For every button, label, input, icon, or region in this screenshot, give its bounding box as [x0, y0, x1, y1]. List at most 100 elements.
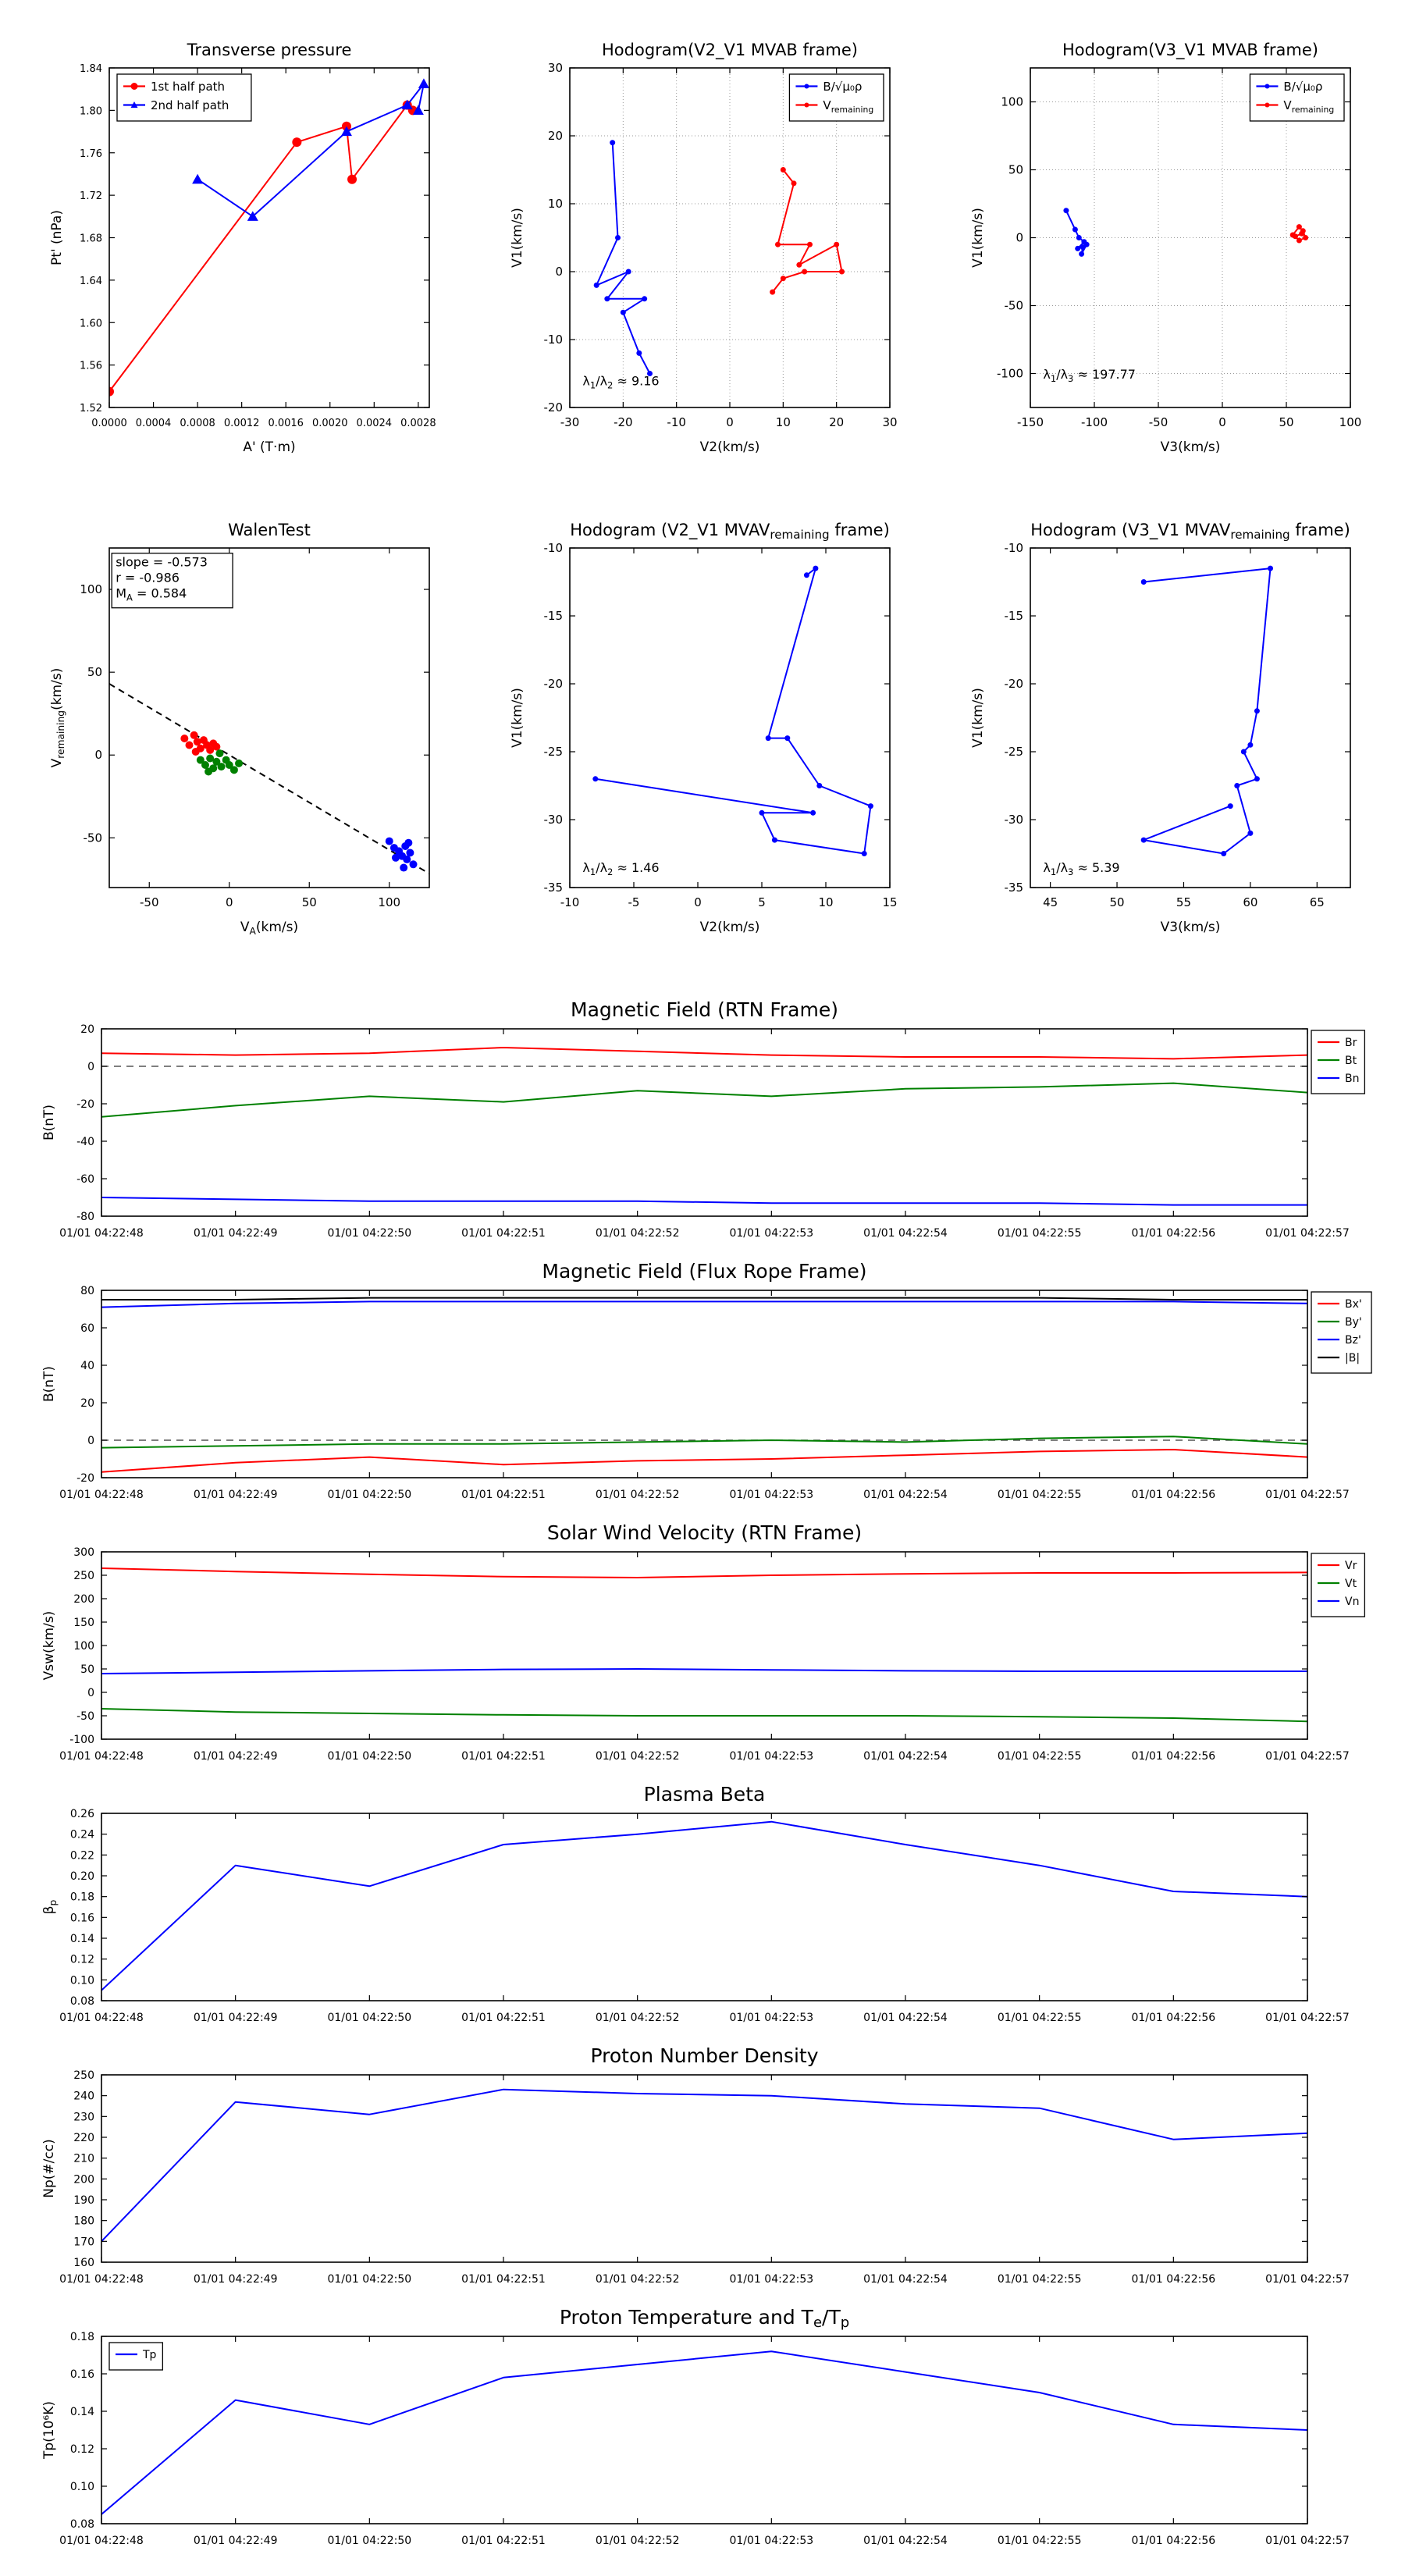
svg-text:-80: -80: [76, 1211, 94, 1223]
svg-text:01/01 04:22:48: 01/01 04:22:48: [59, 2012, 144, 2024]
svg-text:0: 0: [1218, 415, 1226, 429]
chart-hodogram-v2v1-mvav: -10 -5 0 5 10 15 -35 -30 -25 -20 -15 -10 Hodogram (V…: [492, 500, 913, 948]
svg-text:01/01 04:22:51: 01/01 04:22:51: [461, 2535, 546, 2547]
svg-text:1st half path: 1st half path: [151, 80, 225, 94]
svg-text:-25: -25: [544, 745, 564, 759]
svg-text:βp: βp: [41, 1899, 59, 1914]
svg-text:Vsw(km/s): Vsw(km/s): [41, 1611, 57, 1681]
svg-text:0: 0: [694, 895, 702, 909]
svg-text:01/01 04:22:56: 01/01 04:22:56: [1131, 2012, 1215, 2024]
svg-text:Tp: Tp: [142, 2349, 157, 2361]
svg-text:-10: -10: [560, 895, 580, 909]
svg-text:-15: -15: [544, 609, 564, 623]
svg-text:slope = -0.573: slope = -0.573: [116, 555, 208, 570]
svg-text:01/01 04:22:54: 01/01 04:22:54: [863, 2535, 948, 2547]
svg-text:20: 20: [80, 1397, 94, 1410]
svg-text:Tp(10⁶K): Tp(10⁶K): [41, 2401, 57, 2460]
svg-text:λ1/λ2 ≈ 1.46: λ1/λ2 ≈ 1.46: [582, 860, 659, 877]
chart-hodogram-v3v1-mvav: 45 50 55 60 65 -35 -30 -25 -20 -15 -10 Hodogram (V3…: [952, 500, 1374, 948]
svg-text:-20: -20: [614, 415, 633, 429]
chart-proton-number-density: 01/01 04:22:48 01/01 04:22:49 01/01 04:22:…: [23, 2037, 1382, 2295]
svg-text:100: 100: [378, 895, 400, 909]
svg-text:40: 40: [80, 1360, 94, 1372]
svg-text:100: 100: [1339, 415, 1362, 429]
svg-text:Np(#/cc): Np(#/cc): [41, 2139, 57, 2197]
svg-text:V1(km/s): V1(km/s): [510, 208, 525, 268]
svg-text:0.0016: 0.0016: [268, 418, 304, 429]
svg-text:01/01 04:22:49: 01/01 04:22:49: [194, 2535, 278, 2547]
svg-text:0.26: 0.26: [70, 1808, 94, 1820]
svg-text:V1(km/s): V1(km/s): [970, 208, 986, 268]
svg-text:20: 20: [80, 1023, 94, 1036]
svg-text:01/01 04:22:57: 01/01 04:22:57: [1265, 1489, 1350, 1501]
svg-text:01/01 04:22:49: 01/01 04:22:49: [194, 1750, 278, 1763]
svg-text:Plasma Beta: Plasma Beta: [644, 1783, 766, 1806]
svg-text:01/01 04:22:49: 01/01 04:22:49: [194, 2012, 278, 2024]
chart-magnetic-field-flux-rope: 01/01 04:22:48 01/01 04:22:49 01/01 04:22:…: [23, 1253, 1382, 1510]
svg-text:01/01 04:22:49: 01/01 04:22:49: [194, 2273, 278, 2286]
svg-text:0: 0: [94, 748, 102, 762]
svg-text:01/01 04:22:55: 01/01 04:22:55: [998, 1227, 1082, 1240]
svg-text:Bn: Bn: [1345, 1073, 1359, 1085]
svg-text:-15: -15: [1005, 609, 1024, 623]
svg-text:0: 0: [87, 1687, 94, 1699]
svg-text:01/01 04:22:57: 01/01 04:22:57: [1265, 1750, 1350, 1763]
svg-text:-150: -150: [1017, 415, 1044, 429]
svg-text:50: 50: [302, 895, 317, 909]
svg-text:65: 65: [1310, 895, 1325, 909]
chart-transverse-pressure: 0.0000 0.0004 0.0008 0.0012 0.0016 0.0020 0.00…: [31, 20, 453, 468]
svg-text:Proton Number Density: Proton Number Density: [591, 2044, 819, 2067]
svg-text:Vt: Vt: [1345, 1578, 1357, 1590]
svg-text:-10: -10: [1005, 541, 1024, 555]
svg-text:-10: -10: [544, 541, 564, 555]
svg-text:01/01 04:22:50: 01/01 04:22:50: [327, 2012, 411, 2024]
svg-text:200: 200: [73, 1593, 94, 1606]
svg-text:1.56: 1.56: [80, 361, 102, 372]
svg-text:01/01 04:22:52: 01/01 04:22:52: [596, 1750, 680, 1763]
svg-text:-5: -5: [628, 895, 640, 909]
svg-text:0.12: 0.12: [70, 2443, 94, 2456]
svg-text:Magnetic Field (RTN Frame): Magnetic Field (RTN Frame): [571, 998, 838, 1021]
svg-text:220: 220: [73, 2132, 94, 2144]
svg-text:01/01 04:22:53: 01/01 04:22:53: [729, 1750, 813, 1763]
svg-text:01/01 04:22:50: 01/01 04:22:50: [327, 1227, 411, 1240]
svg-text:0.0000: 0.0000: [91, 418, 127, 429]
svg-text:0.0024: 0.0024: [357, 418, 393, 429]
svg-text:1.52: 1.52: [80, 403, 102, 415]
svg-text:-100: -100: [1081, 415, 1108, 429]
svg-text:-20: -20: [76, 1098, 94, 1111]
svg-text:B/√μ₀ρ: B/√μ₀ρ: [1283, 80, 1322, 94]
svg-text:Vremaining(km/s): Vremaining(km/s): [49, 668, 66, 768]
svg-text:300: 300: [73, 1546, 94, 1559]
svg-text:01/01 04:22:48: 01/01 04:22:48: [59, 2273, 144, 2286]
svg-text:|B|: |B|: [1345, 1352, 1360, 1364]
svg-text:100: 100: [73, 1640, 94, 1653]
svg-text:0: 0: [1016, 231, 1023, 245]
svg-text:Proton Temperature and Te/Tp: Proton Temperature and Te/Tp: [560, 2306, 849, 2331]
svg-text:01/01 04:22:53: 01/01 04:22:53: [729, 2273, 813, 2286]
svg-text:0.0028: 0.0028: [400, 418, 436, 429]
svg-text:100: 100: [80, 582, 102, 596]
svg-text:-20: -20: [76, 1472, 94, 1485]
svg-text:Vn: Vn: [1345, 1596, 1359, 1608]
svg-text:-50: -50: [76, 1710, 94, 1723]
svg-text:01/01 04:22:51: 01/01 04:22:51: [461, 1489, 546, 1501]
svg-text:01/01 04:22:52: 01/01 04:22:52: [596, 1489, 680, 1501]
svg-text:0.18: 0.18: [70, 2331, 94, 2343]
svg-text:01/01 04:22:51: 01/01 04:22:51: [461, 2273, 546, 2286]
svg-text:180: 180: [73, 2215, 94, 2228]
svg-text:-30: -30: [560, 415, 580, 429]
svg-text:B(nT): B(nT): [41, 1366, 57, 1402]
svg-text:1.84: 1.84: [80, 63, 102, 75]
svg-text:01/01 04:22:51: 01/01 04:22:51: [461, 2012, 546, 2024]
chart-plasma-beta: 01/01 04:22:48 01/01 04:22:49 01/01 04:22:…: [23, 1776, 1382, 2033]
svg-text:50: 50: [1109, 895, 1124, 909]
svg-text:50: 50: [1008, 163, 1023, 177]
svg-text:V2(km/s): V2(km/s): [700, 439, 760, 455]
svg-text:-50: -50: [84, 831, 103, 845]
svg-text:01/01 04:22:55: 01/01 04:22:55: [998, 2012, 1082, 2024]
svg-text:01/01 04:22:55: 01/01 04:22:55: [998, 1489, 1082, 1501]
svg-text:0.18: 0.18: [70, 1891, 94, 1904]
svg-text:Hodogram(V2_V1 MVAB frame): Hodogram(V2_V1 MVAB frame): [602, 41, 858, 60]
svg-text:01/01 04:22:49: 01/01 04:22:49: [194, 1227, 278, 1240]
